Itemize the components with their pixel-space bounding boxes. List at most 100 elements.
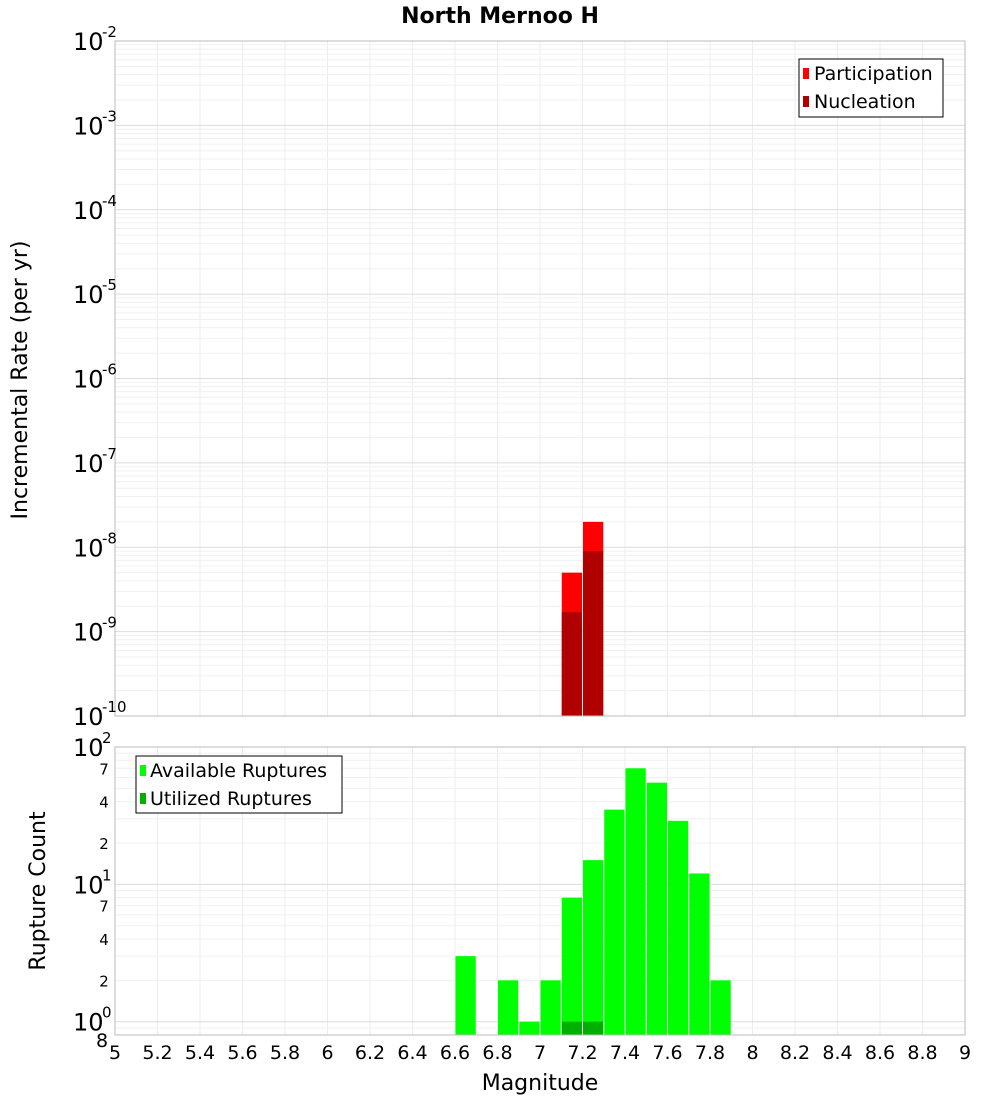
utilized-ruptures-bar <box>561 1021 582 1035</box>
rate-y-tick-base: 10 <box>73 281 104 309</box>
count-y-minor-tick-label: 8 <box>96 1030 108 1052</box>
available-ruptures-bar <box>498 980 519 1035</box>
rate-plot-border <box>114 40 966 717</box>
x-tick-label: 8.2 <box>780 1042 810 1064</box>
rate-y-tick-base: 10 <box>73 534 104 562</box>
count-y-minor-tick-label: 4 <box>99 931 109 949</box>
count-y-minor-tick-label: 7 <box>99 898 109 916</box>
x-tick-label: 6.4 <box>397 1042 427 1064</box>
magnitude-x-ticks: 5 5.2 5.4 5.6 5.8 6 6.2 6.4 6.6 6.8 7 7.2 7.4 7.6 7.8 8… <box>109 1042 971 1064</box>
count-y-minor-tick-label: 2 <box>99 835 109 853</box>
rate-y-tick-exponent: -3 <box>102 107 117 125</box>
rate-y-tick-exponent: -5 <box>102 276 117 294</box>
count-y-tick-label: 100 <box>73 1004 112 1037</box>
available-ruptures-bar <box>583 860 604 1035</box>
rate-y-tick-label: 10-8 <box>73 529 117 562</box>
rate-y-tick-exponent: -6 <box>102 361 117 379</box>
count-bars <box>455 768 731 1035</box>
count-y-tick-base: 10 <box>73 734 104 762</box>
rate-y-tick-label: 10-9 <box>73 614 117 647</box>
legend-label-nucleation: Nucleation <box>814 91 916 113</box>
x-tick-label: 9 <box>959 1042 971 1064</box>
legend-label-utilized: Utilized Ruptures <box>150 788 312 810</box>
rate-y-tick-label: 10-10 <box>73 698 127 731</box>
rate-y-tick-base: 10 <box>73 366 104 394</box>
x-tick-label: 5 <box>109 1042 121 1064</box>
rate-y-tick-label: 10-6 <box>73 361 117 394</box>
rate-y-tick-exponent: -8 <box>102 529 117 547</box>
rate-y-tick-base: 10 <box>73 703 104 731</box>
x-tick-label: 7.4 <box>610 1042 640 1064</box>
count-y-tick-base: 10 <box>73 871 104 899</box>
available-ruptures-bar <box>540 980 561 1035</box>
available-ruptures-bar <box>455 956 476 1035</box>
available-ruptures-bar <box>519 1021 540 1035</box>
rate-y-tick-label: 10-7 <box>73 445 117 478</box>
count-y-axis-label: Rupture Count <box>26 811 51 971</box>
x-tick-label: 6.2 <box>355 1042 385 1064</box>
chart-title: North Mernoo H <box>401 4 599 29</box>
available-ruptures-bar <box>604 809 625 1035</box>
x-axis-label: Magnitude <box>482 1071 599 1096</box>
rate-bars <box>561 521 604 716</box>
rate-grid <box>114 41 966 717</box>
nucleation-bar <box>561 612 582 716</box>
rate-y-tick-base: 10 <box>73 197 104 225</box>
legend-label-participation: Participation <box>814 63 933 85</box>
x-tick-label: 8.6 <box>865 1042 895 1064</box>
rate-y-tick-exponent: -9 <box>102 614 117 632</box>
x-tick-label: 7.6 <box>652 1042 682 1064</box>
available-ruptures-bar <box>646 782 667 1035</box>
nucleation-bar <box>583 551 604 716</box>
x-tick-label: 5.2 <box>142 1042 172 1064</box>
rate-y-tick-exponent: -7 <box>102 445 117 463</box>
count-y-tick-base: 10 <box>73 1009 104 1037</box>
x-tick-label: 8.4 <box>822 1042 852 1064</box>
available-ruptures-bar <box>561 897 582 1035</box>
legend-swatch-nucleation <box>803 96 809 107</box>
legend-swatch-utilized <box>140 793 146 804</box>
count-y-tick-exponent: 0 <box>102 1004 112 1022</box>
rate-y-tick-base: 10 <box>73 450 104 478</box>
available-ruptures-bar <box>689 873 710 1035</box>
x-tick-label: 7.2 <box>567 1042 597 1064</box>
rate-y-tick-exponent: -2 <box>102 23 117 41</box>
rate-legend: Participation Nucleation <box>798 58 944 118</box>
rate-y-tick-label: 10-3 <box>73 107 117 140</box>
count-y-minor-tick-label: 7 <box>99 760 109 778</box>
available-ruptures-bar <box>668 820 689 1035</box>
legend-swatch-available <box>140 765 146 776</box>
x-tick-label: 7.8 <box>695 1042 725 1064</box>
x-tick-label: 8 <box>746 1042 758 1064</box>
rate-y-tick-exponent: -10 <box>102 698 127 716</box>
x-tick-label: 5.8 <box>270 1042 300 1064</box>
x-tick-label: 5.4 <box>185 1042 215 1064</box>
rate-y-tick-label: 10-5 <box>73 276 117 309</box>
legend-label-available: Available Ruptures <box>150 760 327 782</box>
count-y-minor-tick-label: 4 <box>99 794 109 812</box>
x-tick-label: 6.8 <box>482 1042 512 1064</box>
count-y-tick-label: 102 <box>73 729 112 762</box>
count-legend: Available Ruptures Utilized Ruptures <box>135 755 343 814</box>
rate-y-tick-base: 10 <box>73 619 104 647</box>
rate-y-tick-label: 10-2 <box>73 23 117 56</box>
rate-legend-box <box>798 58 944 118</box>
available-ruptures-bar <box>710 980 731 1035</box>
count-y-minor-tick-label: 2 <box>99 972 109 990</box>
x-tick-label: 5.6 <box>227 1042 257 1064</box>
x-tick-label: 6 <box>321 1042 333 1064</box>
count-y-tick-exponent: 2 <box>102 729 112 747</box>
x-tick-label: 6.6 <box>440 1042 470 1064</box>
count-y-tick-exponent: 1 <box>102 866 112 884</box>
count-y-tick-label: 101 <box>73 866 112 899</box>
legend-swatch-participation <box>803 68 809 79</box>
utilized-ruptures-bar <box>583 1021 604 1035</box>
rate-y-tick-label: 10-4 <box>73 192 117 225</box>
count-plot-border <box>114 746 966 1036</box>
x-tick-label: 8.8 <box>907 1042 937 1064</box>
